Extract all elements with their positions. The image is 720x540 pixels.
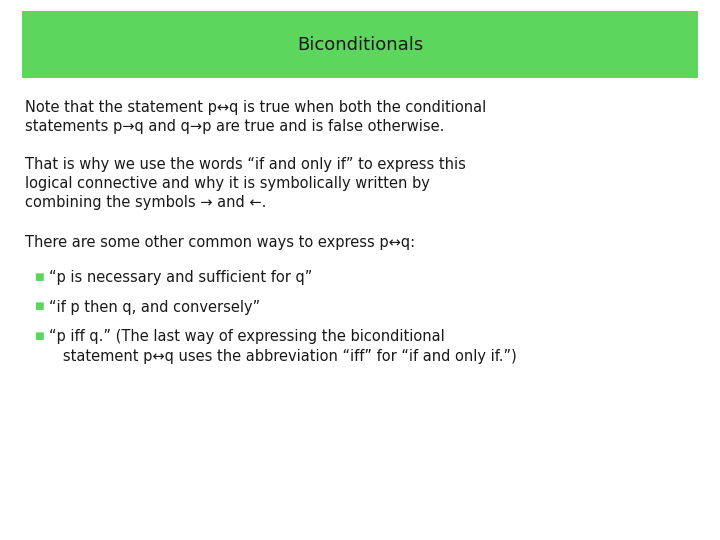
Text: “p iff q.” (The last way of expressing the biconditional
   statement p↔q uses t: “p iff q.” (The last way of expressing t… [49, 329, 517, 363]
Text: Note that the statement p↔q is true when both the conditional
statements p→q and: Note that the statement p↔q is true when… [25, 100, 487, 134]
Text: ■: ■ [35, 272, 44, 282]
FancyBboxPatch shape [22, 11, 698, 78]
Text: ■: ■ [35, 301, 44, 312]
Text: Biconditionals: Biconditionals [297, 36, 423, 54]
Text: “if p then q, and conversely”: “if p then q, and conversely” [49, 300, 260, 315]
Text: “p is necessary and sufficient for q”: “p is necessary and sufficient for q” [49, 270, 312, 285]
Text: That is why we use the words “if and only if” to express this
logical connective: That is why we use the words “if and onl… [25, 157, 466, 210]
Text: There are some other common ways to express p↔q:: There are some other common ways to expr… [25, 235, 415, 250]
Text: ■: ■ [35, 331, 44, 341]
